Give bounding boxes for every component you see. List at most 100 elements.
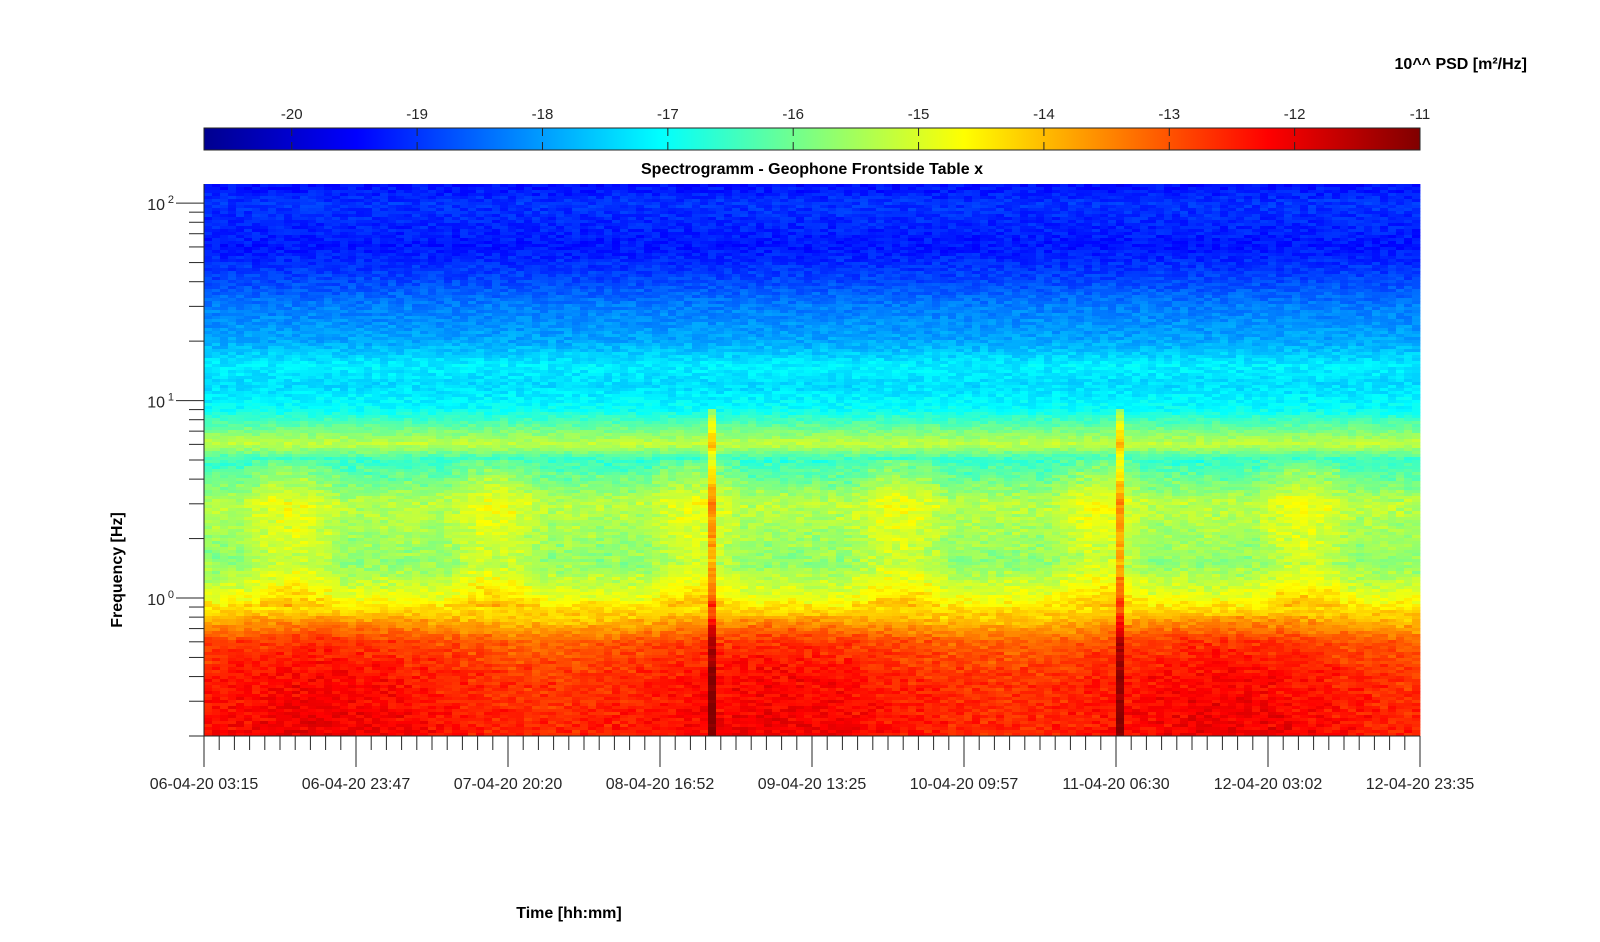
heatmap-cell bbox=[540, 190, 549, 194]
heatmap-cell bbox=[372, 262, 381, 266]
heatmap-cell bbox=[1100, 268, 1109, 272]
heatmap-cell bbox=[260, 229, 269, 233]
heatmap-cell bbox=[460, 247, 469, 251]
heatmap-cell bbox=[996, 187, 1005, 191]
heatmap-cell bbox=[716, 277, 725, 281]
heatmap-cell bbox=[516, 271, 525, 275]
heatmap-cell bbox=[732, 223, 741, 227]
heatmap-cell bbox=[452, 184, 461, 188]
heatmap-cell bbox=[1036, 229, 1045, 233]
heatmap-cell bbox=[676, 193, 685, 197]
heatmap-cell bbox=[492, 190, 501, 194]
heatmap-cell bbox=[748, 223, 757, 227]
heatmap-cell bbox=[940, 196, 949, 200]
heatmap-cell bbox=[836, 250, 845, 254]
heatmap-cell bbox=[820, 274, 829, 278]
heatmap-cell bbox=[284, 208, 293, 212]
heatmap-cell bbox=[860, 226, 869, 230]
heatmap-cell bbox=[1308, 208, 1317, 212]
heatmap-cell bbox=[1012, 241, 1021, 245]
heatmap-cell bbox=[1236, 214, 1245, 218]
heatmap-cell bbox=[524, 271, 533, 275]
heatmap-cell bbox=[436, 271, 445, 275]
heatmap-cell bbox=[828, 238, 837, 242]
heatmap-cell bbox=[260, 226, 269, 230]
heatmap-cell bbox=[452, 244, 461, 248]
heatmap-cell bbox=[724, 196, 733, 200]
heatmap-cell bbox=[700, 196, 709, 200]
heatmap-cell bbox=[1140, 238, 1149, 242]
heatmap-cell bbox=[564, 217, 573, 221]
heatmap-cell bbox=[1204, 259, 1213, 263]
heatmap-cell bbox=[300, 253, 309, 257]
heatmap-cell bbox=[812, 241, 821, 245]
heatmap-cell bbox=[844, 220, 853, 224]
heatmap-cell bbox=[292, 268, 301, 272]
heatmap-cell bbox=[972, 265, 981, 269]
heatmap-cell bbox=[1340, 190, 1349, 194]
heatmap-cell bbox=[940, 271, 949, 275]
heatmap-cell bbox=[972, 184, 981, 188]
heatmap-cell bbox=[548, 205, 557, 209]
heatmap-cell bbox=[1388, 205, 1397, 209]
heatmap-cell bbox=[772, 271, 781, 275]
heatmap-cell bbox=[1348, 211, 1357, 215]
heatmap-cell bbox=[468, 271, 477, 275]
heatmap-cell bbox=[1244, 268, 1253, 272]
heatmap-cell bbox=[204, 232, 213, 236]
heatmap-cell bbox=[732, 193, 741, 197]
heatmap-cell bbox=[724, 184, 733, 188]
heatmap-cell bbox=[1044, 241, 1053, 245]
heatmap-cell bbox=[412, 211, 421, 215]
heatmap-cell bbox=[356, 199, 365, 203]
heatmap-cell bbox=[580, 223, 589, 227]
heatmap-cell bbox=[1380, 220, 1389, 224]
heatmap-cell bbox=[572, 184, 581, 188]
heatmap-cell bbox=[292, 217, 301, 221]
heatmap-cell bbox=[348, 253, 357, 257]
heatmap-cell bbox=[852, 259, 861, 263]
heatmap-cell bbox=[660, 190, 669, 194]
heatmap-cell bbox=[612, 259, 621, 263]
heatmap-cell bbox=[748, 235, 757, 239]
heatmap-cell bbox=[540, 274, 549, 278]
heatmap-cell bbox=[580, 187, 589, 191]
heatmap-cell bbox=[1044, 256, 1053, 260]
heatmap-cell bbox=[332, 202, 341, 206]
heatmap-cell bbox=[956, 235, 965, 239]
heatmap-cell bbox=[1116, 271, 1125, 275]
heatmap-cell bbox=[804, 196, 813, 200]
heatmap-cell bbox=[1404, 223, 1413, 227]
heatmap-cell bbox=[1116, 256, 1125, 260]
heatmap-cell bbox=[660, 271, 669, 275]
heatmap-cell bbox=[1180, 259, 1189, 263]
heatmap-cell bbox=[1148, 268, 1157, 272]
heatmap-cell bbox=[348, 211, 357, 215]
heatmap-cell bbox=[244, 193, 253, 197]
heatmap-cell bbox=[1188, 208, 1197, 212]
heatmap-cell bbox=[836, 247, 845, 251]
heatmap-cell bbox=[980, 202, 989, 206]
heatmap-cell bbox=[268, 268, 277, 272]
heatmap-cell bbox=[692, 202, 701, 206]
heatmap-cell bbox=[980, 241, 989, 245]
heatmap-cell bbox=[892, 280, 901, 284]
heatmap-cell bbox=[1108, 214, 1117, 218]
heatmap-cell bbox=[1364, 229, 1373, 233]
heatmap-cell bbox=[412, 271, 421, 275]
heatmap-cell bbox=[1340, 199, 1349, 203]
heatmap-cell bbox=[820, 271, 829, 275]
heatmap-cell bbox=[1060, 211, 1069, 215]
heatmap-cell bbox=[1412, 232, 1421, 236]
heatmap-cell bbox=[1140, 193, 1149, 197]
heatmap-cell bbox=[820, 211, 829, 215]
heatmap-cell bbox=[964, 271, 973, 275]
heatmap-cell bbox=[1172, 184, 1181, 188]
heatmap-cell bbox=[372, 229, 381, 233]
heatmap-cell bbox=[540, 232, 549, 236]
heatmap-cell bbox=[300, 259, 309, 263]
heatmap-cell bbox=[796, 226, 805, 230]
heatmap-cell bbox=[860, 211, 869, 215]
heatmap-cell bbox=[492, 223, 501, 227]
heatmap-cell bbox=[204, 241, 213, 245]
